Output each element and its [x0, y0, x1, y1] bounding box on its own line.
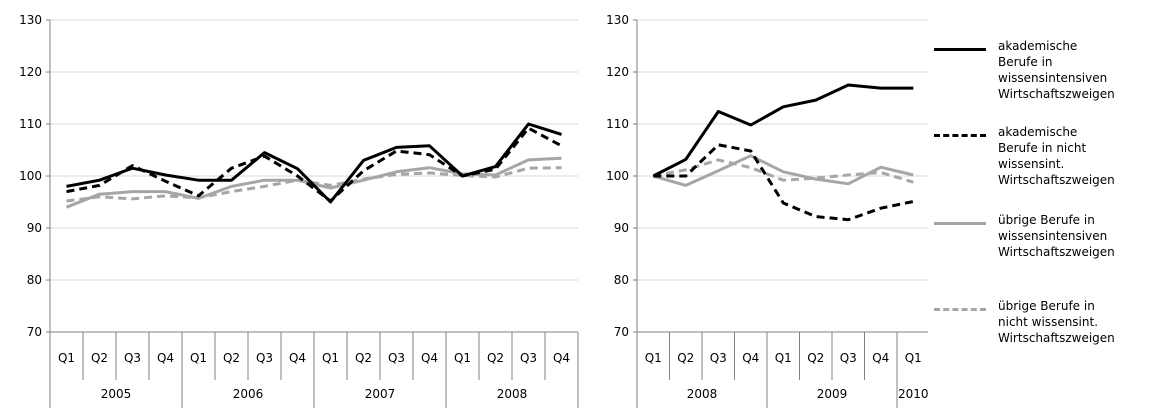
- x-tick-label: Q2: [223, 351, 240, 365]
- y-tick-label: 100: [606, 169, 629, 183]
- x-tick-label: Q1: [775, 351, 792, 365]
- x-group-label: 2007: [365, 387, 396, 401]
- y-tick-label: 120: [606, 65, 629, 79]
- legend-label: akademische Berufe in nicht wissensint. Wi…: [998, 125, 1115, 187]
- x-tick-label: Q1: [905, 351, 922, 365]
- chart-panel-1: 70 80 90 100 110 120 130 Q1 Q2 Q3 Q4 Q1 Q2 Q3 Q4 Q1 Q2 Q3…: [19, 13, 579, 408]
- y-tick-label: 90: [27, 221, 42, 235]
- y-tick-label: 70: [27, 325, 42, 339]
- x-tick-label: Q4: [742, 351, 759, 365]
- y-tick-label: 130: [606, 13, 629, 27]
- x-group-label: 2008: [687, 387, 718, 401]
- x-tick-label: Q4: [289, 351, 306, 365]
- x-tick-label: Q1: [190, 351, 207, 365]
- x-tick-label: Q3: [256, 351, 273, 365]
- x-tick-label: Q1: [322, 351, 339, 365]
- chart-area: 70 80 90 100 110 120 130 Q1 Q2 Q3 Q4 Q1 Q2 Q3 Q4 Q1 Q2 Q3…: [19, 13, 928, 408]
- x-group-label: 2006: [233, 387, 264, 401]
- y-tick-label: 70: [614, 325, 629, 339]
- y-tick-label: 100: [19, 169, 42, 183]
- x-tick-label: Q4: [421, 351, 438, 365]
- legend: akademische Berufe in wissensintensiven Wi…: [928, 0, 1150, 409]
- y-tick-label: 120: [19, 65, 42, 79]
- y-tick-label: 80: [614, 273, 629, 287]
- x-tick-label: Q2: [807, 351, 824, 365]
- series-line-3: [652, 154, 914, 187]
- y-tick-label: 90: [614, 221, 629, 235]
- x-tick-label: Q3: [388, 351, 405, 365]
- series-line-3: [65, 156, 562, 209]
- x-tick-label: Q3: [840, 351, 857, 365]
- series-line-2: [66, 126, 563, 203]
- chart-panel-2: 70 80 90 100 110 120 130 Q1 Q2 Q3 Q4 Q1 Q2 Q3 Q4 Q1 2008…: [606, 13, 928, 408]
- x-group-label: 2010: [898, 387, 928, 401]
- x-tick-label: Q1: [58, 351, 75, 365]
- legend-swatch-dashed-gray: [934, 308, 986, 311]
- series-line-1: [66, 122, 562, 204]
- x-tick-label: Q4: [157, 351, 174, 365]
- x-tick-label: Q2: [91, 351, 108, 365]
- legend-label: übrige Berufe in nicht wissensint. Wirtsc…: [998, 299, 1115, 345]
- x-tick-label: Q1: [454, 351, 471, 365]
- legend-swatch-solid-gray: [934, 222, 986, 225]
- x-tick-label: Q2: [355, 351, 372, 365]
- legend-label: übrige Berufe in wissensintensiven Wirtsc…: [998, 213, 1115, 259]
- x-group-label: 2009: [817, 387, 848, 401]
- series-line-2: [653, 143, 914, 222]
- legend-label: akademische Berufe in wissensintensiven Wi…: [998, 39, 1115, 101]
- x-tick-label: Q2: [487, 351, 504, 365]
- x-group-label: 2005: [101, 387, 132, 401]
- series-line-1: [652, 83, 914, 178]
- y-tick-label: 110: [19, 117, 42, 131]
- x-group-label: 2008: [497, 387, 528, 401]
- x-tick-label: Q2: [677, 351, 694, 365]
- x-tick-label: Q4: [872, 351, 889, 365]
- x-tick-label: Q4: [553, 351, 570, 365]
- x-tick-label: Q3: [710, 351, 727, 365]
- y-tick-label: 80: [27, 273, 42, 287]
- x-tick-label: Q3: [124, 351, 141, 365]
- legend-swatch-solid-black: [934, 48, 986, 51]
- x-tick-label: Q1: [645, 351, 662, 365]
- x-tick-label: Q3: [520, 351, 537, 365]
- legend-swatch-dashed-black: [934, 134, 986, 137]
- y-tick-label: 110: [606, 117, 629, 131]
- y-tick-label: 130: [19, 13, 42, 27]
